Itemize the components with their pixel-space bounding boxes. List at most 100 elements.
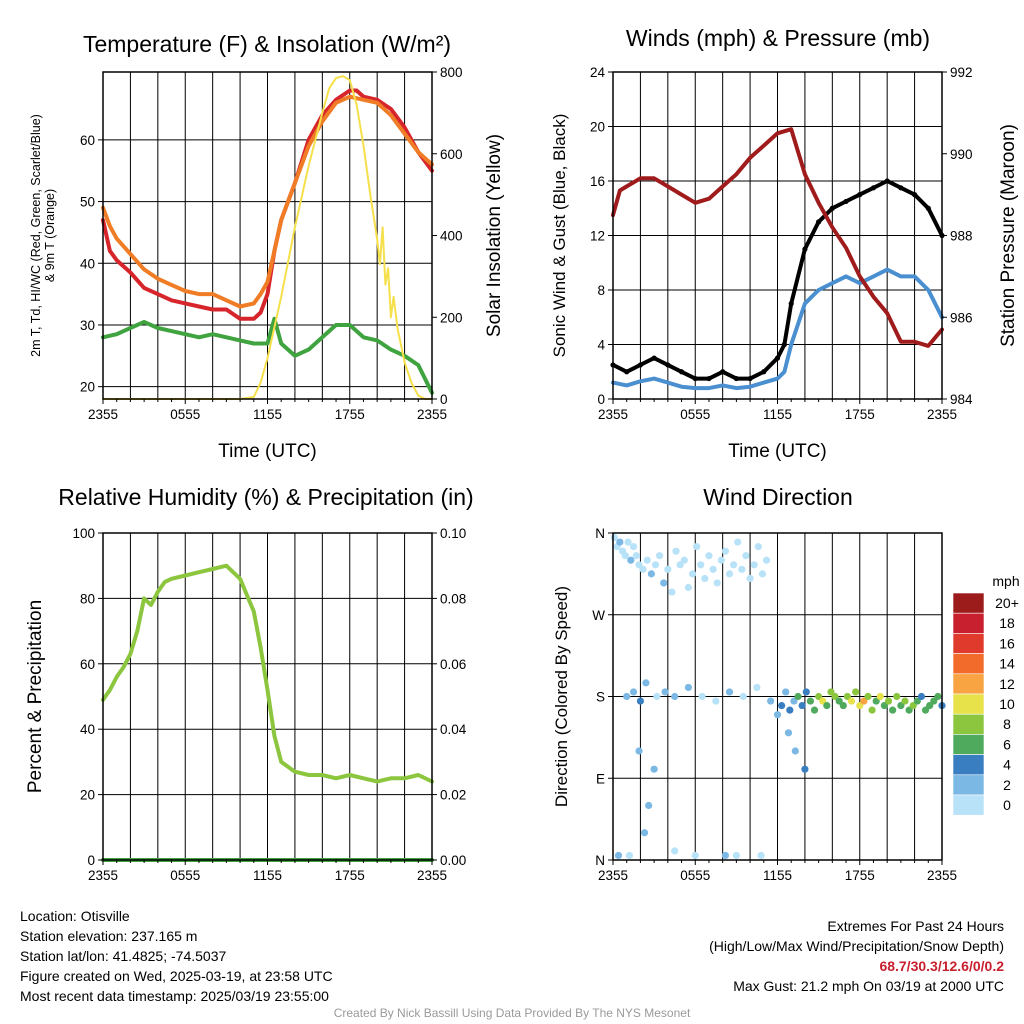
figure-created: Figure created on Wed, 2025-03-19, at 23… bbox=[20, 968, 333, 984]
y-tick-label: W bbox=[592, 608, 605, 623]
direction-point bbox=[782, 688, 790, 696]
direction-point bbox=[624, 538, 632, 546]
gust-point bbox=[665, 362, 671, 368]
gust-point bbox=[802, 246, 808, 252]
y-tick-label: N bbox=[595, 526, 605, 541]
y-tick-label: E bbox=[596, 771, 605, 786]
y-tick-label: 24 bbox=[590, 65, 606, 80]
direction-point bbox=[868, 706, 876, 714]
direction-point bbox=[664, 565, 672, 573]
extremes-box: Extremes For Past 24 Hours (High/Low/Max… bbox=[709, 916, 1004, 996]
direction-point bbox=[661, 688, 669, 696]
direction-point bbox=[786, 706, 794, 714]
legend-label: 18 bbox=[999, 615, 1015, 631]
direction-point bbox=[717, 556, 725, 564]
direction-point bbox=[852, 688, 860, 696]
legend-label: 10 bbox=[999, 696, 1015, 712]
station-elevation: Station elevation: 237.165 m bbox=[20, 928, 198, 944]
direction-point bbox=[730, 561, 738, 569]
gust-point bbox=[925, 205, 931, 211]
direction-point bbox=[653, 692, 661, 701]
direction-point bbox=[688, 570, 697, 578]
direction-point bbox=[697, 561, 705, 569]
direction-point bbox=[757, 851, 765, 860]
y-tick-label: 30 bbox=[80, 318, 95, 333]
direction-point bbox=[732, 851, 740, 860]
y2-tick-label: 400 bbox=[440, 229, 463, 244]
direction-point bbox=[934, 692, 942, 701]
series-line-4 bbox=[102, 75, 433, 400]
panel-title: Relative Humidity (%) & Precipitation (i… bbox=[58, 484, 473, 510]
direction-point bbox=[864, 692, 872, 701]
direction-point bbox=[802, 688, 810, 696]
direction-point bbox=[705, 552, 713, 560]
panel-4: mph 20+ 18 16 14 12 10 8 6 4 2 0 2355 0555 1155 1755 235… bbox=[552, 484, 1020, 883]
x-tick-label: 1155 bbox=[253, 407, 282, 422]
y-tick-label: 20 bbox=[590, 120, 605, 135]
direction-point bbox=[739, 692, 747, 701]
y-tick-label: 16 bbox=[590, 174, 605, 189]
direction-point bbox=[847, 697, 856, 705]
direction-point bbox=[693, 543, 701, 551]
direction-point bbox=[758, 570, 767, 578]
extremes-values: 68.7/30.3/12.6/0/0.2 bbox=[879, 958, 1004, 974]
x-tick-label: 1155 bbox=[253, 868, 282, 883]
direction-point bbox=[636, 697, 645, 705]
y-tick-label: 80 bbox=[80, 591, 95, 606]
direction-point bbox=[632, 552, 640, 560]
gust-point bbox=[678, 369, 685, 375]
legend-label: 12 bbox=[999, 676, 1015, 692]
y-axis-label: Direction (Colored By Speed) bbox=[552, 586, 571, 807]
direction-point bbox=[753, 683, 761, 692]
panel-1: 2355 0555 1155 1755 235520304050600200400600… bbox=[29, 31, 505, 462]
direction-point bbox=[684, 683, 692, 692]
legend-swatch bbox=[952, 612, 985, 634]
legend-swatch bbox=[952, 774, 985, 796]
gust-point bbox=[829, 205, 835, 211]
gust-point bbox=[870, 185, 877, 191]
gust-point bbox=[788, 301, 794, 307]
direction-point bbox=[645, 801, 653, 810]
credit-line: Created By Nick Bassill Using Data Provi… bbox=[333, 1006, 691, 1020]
gust-point bbox=[816, 219, 822, 225]
direction-point bbox=[635, 747, 643, 755]
direction-point bbox=[621, 552, 629, 560]
panel-title: Temperature (F) & Insolation (W/m²) bbox=[83, 31, 451, 57]
gust-point bbox=[911, 192, 918, 198]
direction-point bbox=[773, 711, 782, 719]
x-tick-label: 1755 bbox=[335, 868, 365, 883]
direction-point bbox=[672, 547, 680, 555]
direction-point bbox=[623, 692, 631, 701]
x-tick-label: 2355 bbox=[88, 868, 118, 883]
y2-tick-label: 0.10 bbox=[440, 526, 466, 541]
direction-point bbox=[798, 701, 806, 710]
direction-point bbox=[643, 556, 651, 564]
direction-point bbox=[893, 692, 901, 701]
x-tick-label: 2355 bbox=[417, 868, 447, 883]
y-axis-label: Percent & Precipitation bbox=[25, 600, 46, 793]
y2-tick-label: 0.04 bbox=[440, 722, 467, 737]
direction-point bbox=[762, 556, 771, 564]
direction-point bbox=[721, 547, 730, 555]
direction-point bbox=[698, 692, 706, 701]
direction-point bbox=[917, 692, 926, 701]
legend-swatch bbox=[952, 734, 985, 755]
x-tick-label: 1155 bbox=[763, 868, 792, 883]
y2-tick-label: 0 bbox=[440, 392, 448, 407]
legend-swatch bbox=[952, 713, 985, 735]
legend-label: 6 bbox=[1003, 736, 1011, 752]
y-tick-label: 12 bbox=[590, 229, 605, 244]
legend-label: 20+ bbox=[995, 595, 1019, 611]
direction-point bbox=[629, 543, 638, 551]
gust-point bbox=[843, 198, 849, 205]
direction-point bbox=[701, 574, 709, 583]
x-axis-label: Time (UTC) bbox=[218, 441, 317, 462]
recent-timestamp: Most recent data timestamp: 2025/03/19 2… bbox=[20, 988, 329, 1004]
legend-label: 2 bbox=[1003, 777, 1011, 793]
series-line-1 bbox=[611, 267, 944, 391]
gust-point bbox=[706, 375, 712, 382]
legend-swatch bbox=[952, 754, 985, 776]
panel-title: Wind Direction bbox=[703, 484, 853, 510]
